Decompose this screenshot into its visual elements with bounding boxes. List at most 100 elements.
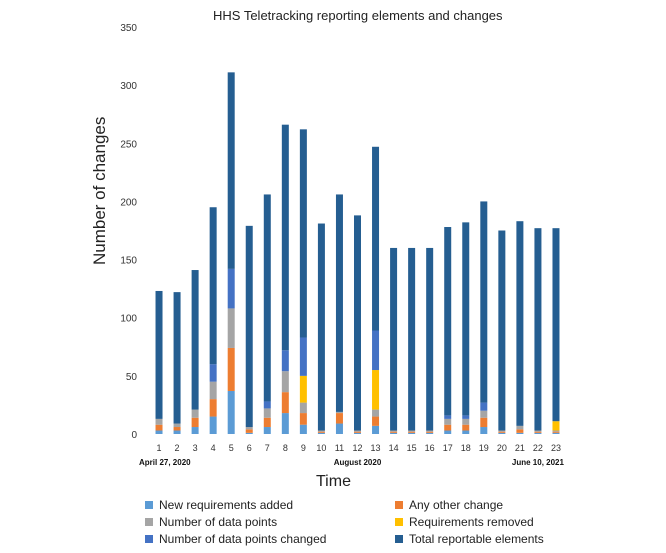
legend-item: Total reportable elements	[395, 532, 544, 546]
bar-segment-total-reportable-elements	[516, 221, 524, 426]
x-tick-label: 16	[425, 443, 435, 453]
x-tick-label: 13	[371, 443, 381, 453]
legend-item: Any other change	[395, 498, 503, 512]
x-tick-label: 11	[335, 443, 344, 453]
bar-segment-new-requirements-added	[426, 432, 434, 434]
bar-segment-any-other-change	[173, 427, 181, 431]
bar-segment-number-of-data-points-changed	[444, 415, 452, 419]
bar-segment-total-reportable-elements	[480, 201, 488, 403]
bar-segment-new-requirements-added	[281, 413, 289, 434]
bar-segment-number-of-data-points	[462, 418, 470, 425]
bar-segment-new-requirements-added	[372, 425, 380, 434]
x-tick-label: 14	[389, 443, 399, 453]
bar-segment-any-other-change	[480, 417, 488, 428]
legend-label: Number of data points	[159, 515, 278, 529]
bar-segment-total-reportable-elements	[444, 227, 452, 416]
legend-label: Requirements removed	[409, 515, 534, 529]
bar-segment-total-reportable-elements	[408, 247, 416, 431]
legend-swatch	[395, 518, 403, 526]
bar-segment-new-requirements-added	[209, 416, 217, 434]
bar-segment-total-reportable-elements	[299, 129, 307, 338]
bar-segment-number-of-data-points	[552, 430, 560, 432]
bar-segment-number-of-data-points	[354, 430, 361, 432]
bar-segment-new-requirements-added	[390, 432, 398, 434]
bar-segment-new-requirements-added	[408, 432, 416, 434]
legend-label: Number of data points changed	[159, 532, 327, 546]
legend-item: Number of data points changed	[145, 532, 326, 546]
bar-segment-any-other-change	[227, 347, 235, 391]
bar-segment-total-reportable-elements	[245, 225, 253, 428]
x-tick-label: 1	[157, 443, 162, 453]
bar-segment-number-of-data-points	[426, 430, 434, 432]
bar-segment-any-other-change	[462, 424, 470, 431]
x-tick-label: 8	[283, 443, 288, 453]
bar-segment-any-other-change	[299, 413, 307, 425]
x-tick-label: 3	[193, 443, 198, 453]
date-annotation: August 2020	[334, 458, 382, 467]
bar-segment-new-requirements-added	[534, 432, 542, 434]
bar-segment-number-of-data-points-changed	[281, 350, 289, 372]
x-tick-label: 18	[461, 443, 471, 453]
legend-swatch	[145, 535, 153, 543]
bar-segment-any-other-change	[209, 399, 217, 417]
bar-segment-requirements-removed	[372, 370, 380, 410]
x-tick-label: 19	[479, 443, 489, 453]
bar-segment-total-reportable-elements	[281, 124, 289, 351]
bar-segment-any-other-change	[408, 431, 416, 433]
bar-segment-number-of-data-points	[335, 411, 343, 414]
bar-segment-number-of-data-points	[498, 430, 506, 432]
bar-segment-total-reportable-elements	[354, 215, 361, 431]
bar-segment-number-of-data-points	[227, 308, 235, 348]
bar-segment-new-requirements-added	[498, 432, 506, 434]
bar-segment-number-of-data-points	[209, 381, 217, 400]
bar-segment-number-of-data-points	[480, 410, 488, 418]
bar-segment-number-of-data-points	[191, 409, 199, 418]
bar-segment-requirements-removed	[552, 421, 560, 431]
bar-segment-total-reportable-elements	[335, 194, 343, 412]
bar-segment-total-reportable-elements	[209, 207, 217, 365]
legend-label: New requirements added	[159, 498, 294, 512]
bar-segment-new-requirements-added	[516, 432, 524, 434]
bar-segment-number-of-data-points-changed	[299, 337, 307, 376]
bar-segment-total-reportable-elements	[426, 247, 434, 431]
x-tick-label: 22	[533, 443, 543, 453]
bar-segment-total-reportable-elements	[191, 270, 199, 410]
chart-title-text: HHS Teletracking reporting elements and …	[213, 8, 503, 23]
bar-segment-any-other-change	[191, 417, 199, 428]
bar-segment-total-reportable-elements	[498, 230, 506, 431]
legend-swatch	[145, 518, 153, 526]
y-tick-label: 150	[120, 256, 137, 267]
bar-segment-number-of-data-points-changed	[209, 364, 217, 382]
bar-segment-new-requirements-added	[317, 432, 325, 434]
y-tick-label: 50	[126, 372, 138, 383]
bar-segment-number-of-data-points	[281, 371, 289, 393]
legend-swatch	[145, 501, 153, 509]
x-tick-label: 12	[352, 443, 362, 453]
bar-segment-any-other-change	[426, 431, 434, 433]
bar-segment-total-reportable-elements	[263, 194, 271, 402]
bar-segment-new-requirements-added	[227, 390, 235, 434]
x-tick-label: 10	[316, 443, 326, 453]
bar-segment-new-requirements-added	[552, 432, 560, 434]
bar-segment-number-of-data-points	[155, 418, 163, 425]
bar-segment-requirements-removed	[299, 375, 307, 403]
bar-segment-any-other-change	[498, 431, 506, 433]
bar-segment-number-of-data-points	[245, 427, 253, 430]
legend-swatch	[395, 535, 403, 543]
bar-segment-number-of-data-points-changed	[263, 401, 271, 409]
legend-item: Number of data points	[145, 515, 277, 529]
bar-segment-any-other-change	[317, 431, 325, 433]
bar-segment-any-other-change	[552, 431, 560, 433]
bar-segment-number-of-data-points	[173, 423, 181, 428]
legend-swatch	[395, 501, 403, 509]
bar-segment-number-of-data-points	[317, 430, 325, 432]
legend-label: Total reportable elements	[409, 532, 544, 546]
bar-segment-any-other-change	[155, 424, 163, 431]
bar-segment-number-of-data-points	[372, 409, 380, 417]
bar-segment-any-other-change	[534, 431, 542, 433]
bar-segment-number-of-data-points	[408, 430, 416, 432]
bar-segment-new-requirements-added	[444, 430, 452, 434]
legend-item: New requirements added	[145, 498, 293, 512]
x-tick-label: 2	[175, 443, 180, 453]
